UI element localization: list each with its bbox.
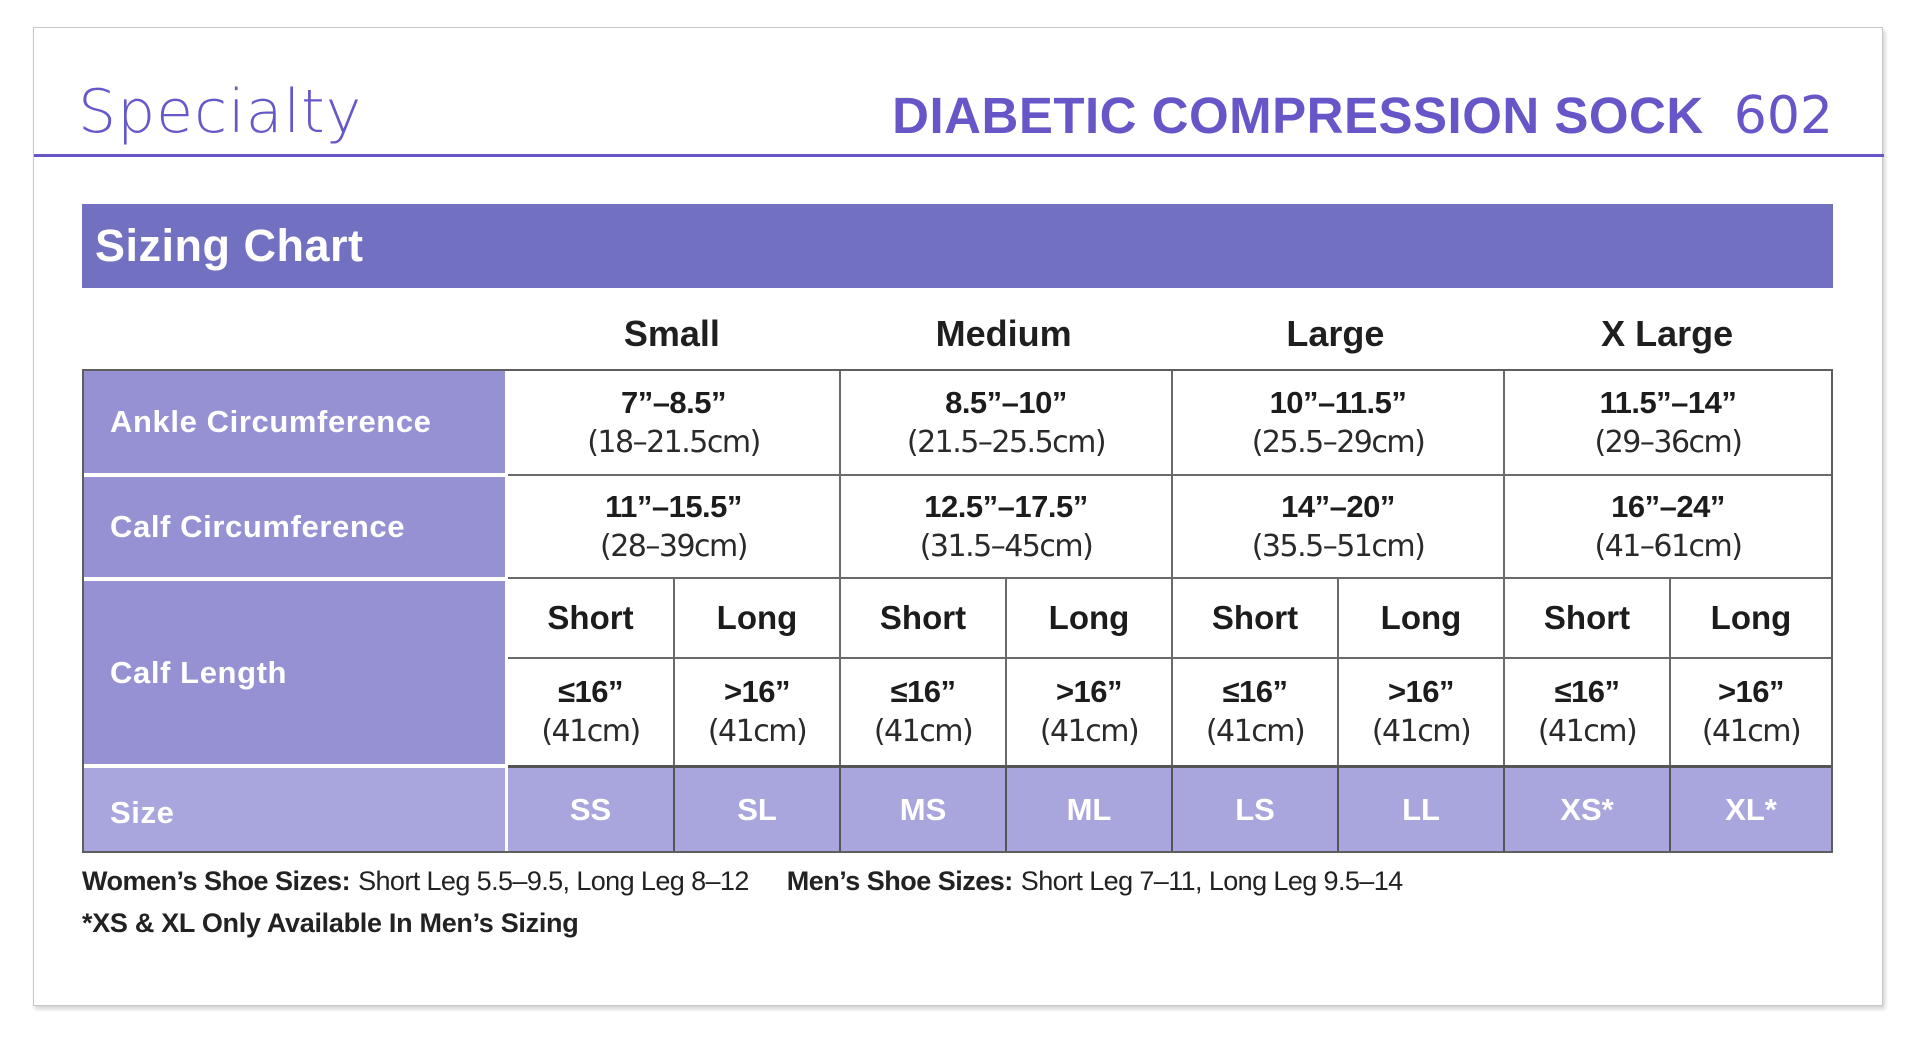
row-label-ankle: Ankle Circumference (84, 371, 505, 473)
sizing-table: Ankle Circumference Calf Circumference C… (82, 369, 1833, 853)
ankle-cell-xlarge: 11.5”–14” (29–36cm) (1503, 371, 1831, 474)
womens-shoe-sizes-label: Women’s Shoe Sizes: (82, 866, 351, 896)
mens-shoe-sizes-label: Men’s Shoe Sizes: (786, 866, 1014, 896)
header-divider (34, 154, 1884, 157)
size-row-background (508, 768, 1831, 851)
length-header-large-short: Short (1171, 579, 1337, 657)
size-headers: Small Medium Large X Large (506, 308, 1833, 364)
size-header-large: Large (1286, 313, 1385, 354)
length-value-ss: ≤16” (41cm) (541, 674, 641, 749)
size-code-ls: LS (1171, 768, 1337, 851)
length-header-small-short: Short (547, 599, 634, 636)
length-header-medium-short: Short (839, 579, 1005, 657)
row-label-column: Ankle Circumference Calf Circumference C… (84, 371, 505, 851)
length-value-ml: >16” (41cm) (1005, 659, 1171, 765)
mens-shoe-sizes-text: Short Leg 7–11, Long Leg 9.5–14 (1020, 866, 1403, 896)
length-header-xlarge-long: Long (1669, 579, 1831, 657)
size-code-xl: XL* (1669, 768, 1831, 851)
size-code-ss: SS (569, 791, 612, 827)
length-value-xs: ≤16” (41cm) (1503, 659, 1669, 765)
row-divider (508, 657, 1831, 659)
size-header-small: Small (623, 313, 720, 354)
row-divider (508, 765, 1831, 768)
calf-circ-cell-xlarge: 16”–24” (41–61cm) (1503, 476, 1831, 577)
ankle-cell-small: 7”–8.5” (18–21.5cm) (587, 384, 761, 460)
size-code-ml: ML (1005, 768, 1171, 851)
label-separator (84, 764, 505, 768)
length-value-xl: >16” (41cm) (1669, 659, 1831, 765)
row-divider (508, 474, 1831, 476)
sizing-chart-banner: Sizing Chart (82, 204, 1833, 288)
size-header-medium: Medium (935, 313, 1072, 354)
length-header-xlarge-short: Short (1503, 579, 1669, 657)
label-separator (84, 473, 505, 477)
row-label-calf-circumference: Calf Circumference (84, 477, 505, 577)
length-header-small-long: Long (673, 579, 839, 657)
ankle-cell-large: 10”–11.5” (25.5–29cm) (1171, 371, 1503, 474)
product-title: DIABETIC COMPRESSION SOCK (892, 87, 1704, 144)
category-title: Specialty (78, 77, 363, 147)
length-value-ls: ≤16” (41cm) (1171, 659, 1337, 765)
row-label-calf-length: Calf Length (84, 581, 505, 764)
size-header-xlarge: X Large (1601, 313, 1734, 354)
size-code-xs: XS* (1503, 768, 1669, 851)
length-value-ms: ≤16” (41cm) (839, 659, 1005, 765)
calf-circ-cell-large: 14”–20” (35.5–51cm) (1171, 476, 1503, 577)
calf-circ-cell-medium: 12.5”–17.5” (31.5–45cm) (839, 476, 1171, 577)
availability-note: *XS & XL Only Available In Men’s Sizing (82, 908, 579, 938)
length-value-sl: >16” (41cm) (673, 659, 839, 765)
label-separator (84, 577, 505, 581)
product-header: DIABETIC COMPRESSION SOCK 602 (892, 86, 1833, 146)
ankle-cell-medium: 8.5”–10” (21.5–25.5cm) (839, 371, 1171, 474)
row-label-size: Size (84, 768, 505, 851)
size-code-sl: SL (673, 768, 839, 851)
shoe-sizes-line: Women’s Shoe Sizes: Short Leg 5.5–9.5, L… (82, 866, 1403, 906)
size-code-ms: MS (839, 768, 1005, 851)
womens-shoe-sizes-text: Short Leg 5.5–9.5, Long Leg 8–12 (358, 866, 749, 896)
label-column-gap (505, 371, 508, 851)
banner-title: Sizing Chart (95, 220, 364, 271)
row-divider (508, 577, 1831, 579)
footer-notes: Women’s Shoe Sizes: Short Leg 5.5–9.5, L… (82, 866, 1403, 939)
length-header-medium-long: Long (1005, 579, 1171, 657)
calf-circ-cell-small: 11”–15.5” (28–39cm) (600, 488, 748, 564)
product-number: 602 (1733, 86, 1833, 146)
size-code-ll: LL (1337, 768, 1503, 851)
length-header-large-long: Long (1337, 579, 1503, 657)
length-value-ll: >16” (41cm) (1337, 659, 1503, 765)
